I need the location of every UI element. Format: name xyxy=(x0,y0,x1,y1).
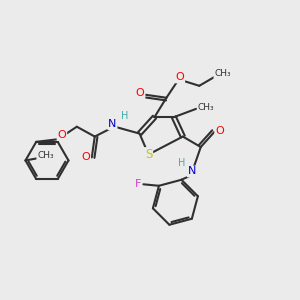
Text: CH₃: CH₃ xyxy=(37,152,54,160)
Text: F: F xyxy=(135,179,141,189)
Text: CH₃: CH₃ xyxy=(197,103,214,112)
Text: O: O xyxy=(136,88,145,98)
Text: O: O xyxy=(176,72,184,82)
Text: O: O xyxy=(215,126,224,136)
Text: S: S xyxy=(145,148,152,161)
Text: O: O xyxy=(81,152,90,163)
Text: CH₃: CH₃ xyxy=(214,69,231,78)
Text: N: N xyxy=(108,119,117,129)
Text: O: O xyxy=(58,130,66,140)
Text: H: H xyxy=(178,158,185,168)
Text: H: H xyxy=(121,111,129,121)
Text: N: N xyxy=(188,167,196,176)
